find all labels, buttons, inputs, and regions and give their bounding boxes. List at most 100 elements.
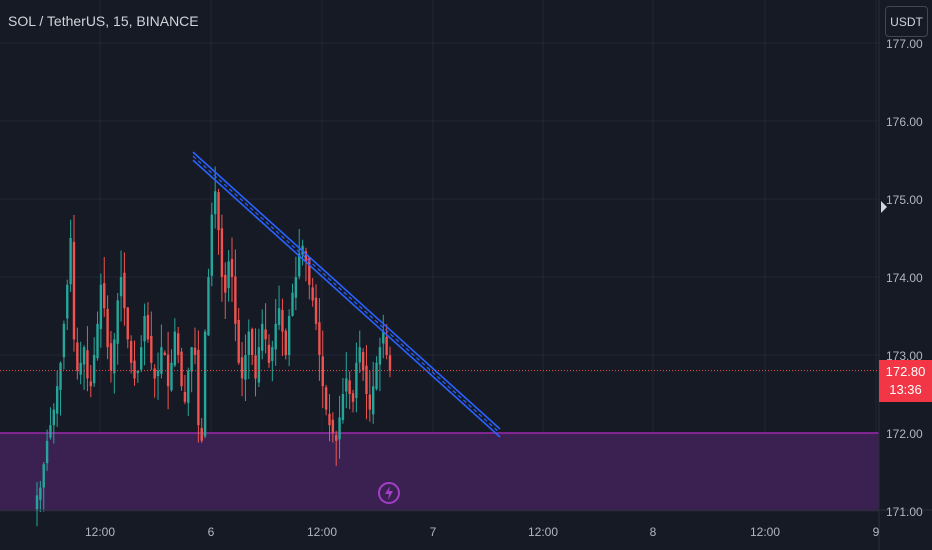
candle-body: [224, 274, 227, 293]
price-tick-label: 176.00: [886, 115, 923, 129]
candle-body: [358, 347, 361, 363]
price-tick-label: 172.00: [886, 427, 923, 441]
currency-button[interactable]: USDT: [885, 6, 928, 37]
candle-body: [338, 417, 341, 440]
triangle-marker-icon: [881, 201, 887, 213]
time-tick-label: 12:00: [85, 525, 115, 539]
candle-body: [281, 310, 284, 332]
candle-body: [250, 329, 254, 355]
candle-body: [106, 308, 109, 348]
price-tick-label: 174.00: [886, 271, 923, 285]
candle-body: [291, 292, 294, 316]
candle-body: [187, 370, 190, 403]
candle-body: [200, 427, 203, 441]
candle-body: [86, 350, 89, 379]
candle-body: [133, 360, 136, 379]
candle-body: [49, 425, 52, 438]
symbol-title[interactable]: SOL / TetherUS, 15, BINANCE: [8, 13, 199, 29]
candle-body: [160, 347, 163, 374]
candle-body: [66, 284, 69, 319]
candle-body: [371, 386, 375, 415]
candle-body: [35, 495, 39, 511]
candle-body: [113, 339, 116, 374]
candle-body: [308, 257, 311, 285]
candle-body: [244, 355, 247, 380]
candle-body: [136, 370, 140, 374]
candle-body: [39, 487, 42, 500]
candle-body: [318, 322, 321, 355]
candle-body: [227, 261, 230, 289]
candle-body: [335, 435, 338, 441]
candle-body: [96, 323, 99, 359]
candle-body: [247, 331, 250, 355]
candle-body: [140, 347, 143, 370]
candle-body: [254, 355, 257, 379]
support-zone[interactable]: [0, 433, 879, 511]
candle-body: [207, 277, 210, 336]
candle-body: [52, 409, 56, 426]
candle-body: [264, 329, 267, 340]
price-tick-label: 177.00: [886, 37, 923, 51]
price-tick-label: 171.00: [886, 505, 923, 519]
candle-body: [355, 362, 358, 398]
candle-body: [62, 323, 66, 358]
candle-body: [324, 387, 328, 410]
candle-body: [92, 355, 96, 384]
candle-body: [230, 259, 234, 277]
candle-body: [156, 370, 160, 377]
time-tick-label: 12:00: [750, 525, 780, 539]
candle-body: [193, 347, 197, 355]
candle-body: [45, 440, 49, 464]
descending-trendline-channel[interactable]: [192, 151, 501, 438]
candle-body: [129, 341, 133, 363]
candle-body: [267, 344, 271, 363]
last-price-tag: 172.80 13:36: [879, 360, 932, 402]
candle-body: [150, 335, 153, 363]
candle-body: [304, 251, 308, 262]
candle-body: [170, 362, 173, 391]
candle-body: [82, 347, 86, 365]
candle-body: [388, 355, 392, 371]
lightning-icon[interactable]: [378, 482, 400, 504]
candle-body: [321, 356, 324, 387]
candle-body: [126, 307, 129, 340]
time-tick-label: 12:00: [528, 525, 558, 539]
candle-body: [103, 283, 106, 309]
candle-body: [341, 394, 345, 421]
candle-body: [368, 394, 372, 410]
candle-body: [365, 365, 368, 394]
candle-body: [378, 347, 382, 365]
candle-body: [183, 392, 187, 402]
candle-body: [294, 277, 298, 298]
candle-body: [287, 316, 291, 356]
candle-body: [382, 331, 385, 344]
candle-body: [210, 214, 214, 276]
candle-body: [119, 277, 123, 297]
candle-body: [348, 380, 351, 394]
candle-body: [180, 351, 183, 387]
candle-body: [274, 323, 277, 350]
candle-body: [163, 352, 166, 355]
candle-body: [328, 413, 331, 426]
candles: [35, 166, 392, 527]
candle-body: [79, 362, 82, 375]
candle-body: [42, 464, 45, 488]
candle-body: [89, 381, 92, 387]
time-tick-label: 12:00: [307, 525, 337, 539]
time-tick-label: 8: [650, 525, 657, 539]
candle-body: [220, 228, 224, 277]
candle-body: [284, 330, 287, 355]
candle-body: [217, 192, 220, 231]
candle-body: [72, 241, 76, 340]
candle-body: [277, 308, 281, 326]
candle-body: [240, 357, 244, 379]
candle-body: [69, 238, 72, 285]
price-tick-label: 175.00: [886, 193, 923, 207]
candle-body: [177, 333, 180, 355]
candle-body: [190, 347, 193, 372]
candle-body: [203, 331, 207, 437]
candle-body: [173, 331, 177, 366]
bar-countdown: 13:36: [889, 382, 922, 397]
